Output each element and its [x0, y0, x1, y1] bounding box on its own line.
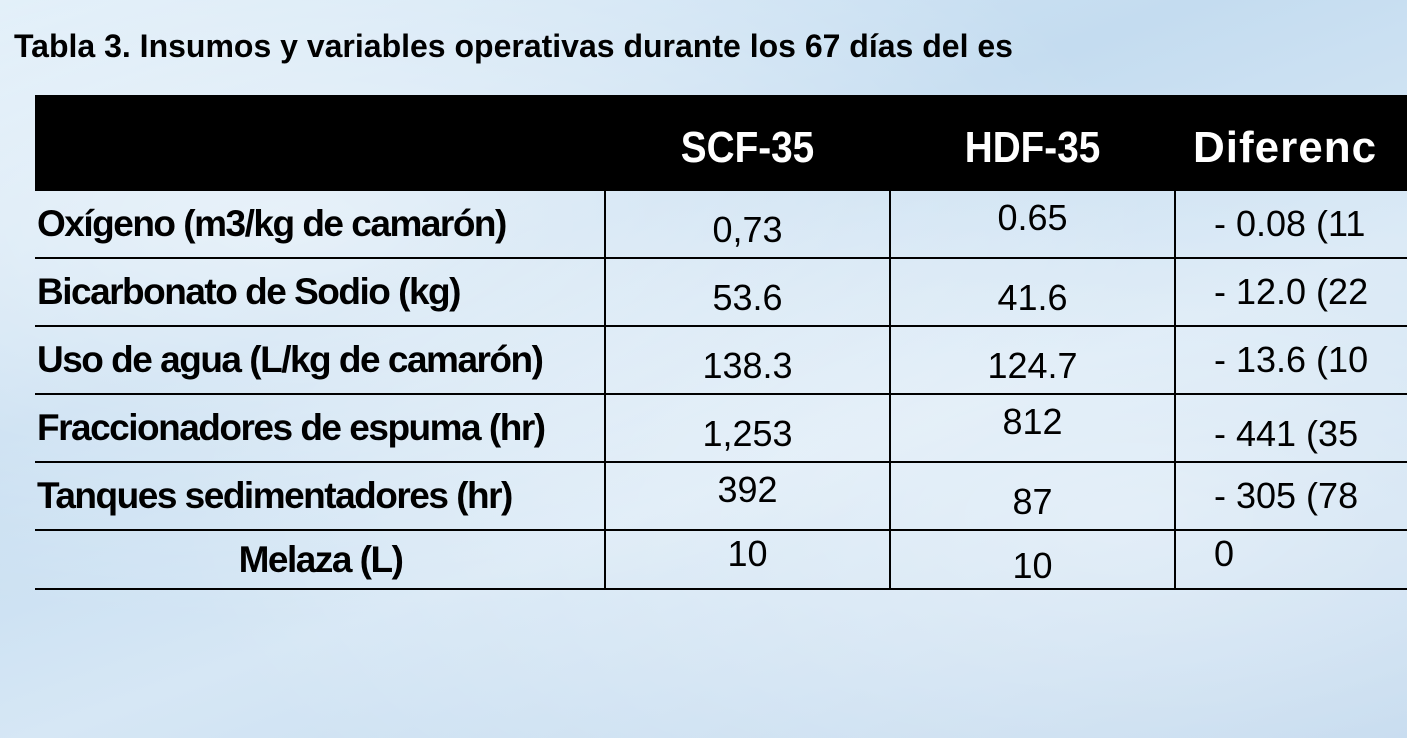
cell-diff: - 0.08 (11	[1175, 189, 1407, 259]
row-label: Tanques sedimentadores (hr)	[35, 462, 606, 531]
cell-diff: - 441 (35	[1175, 394, 1407, 463]
row-label: Oxígeno (m3/kg de camarón)	[35, 189, 606, 259]
cell-scf: 392	[605, 462, 891, 531]
cell-diff: - 12.0 (22	[1175, 258, 1407, 327]
header-diferencia: Diferenc	[1193, 123, 1378, 172]
cell-hdf: 812	[890, 394, 1176, 463]
cell-scf: 53.6	[605, 258, 891, 327]
table-row: Melaza (L) 10 10 0	[35, 530, 1407, 590]
table-row: Bicarbonato de Sodio (kg) 53.6 41.6 - 12…	[35, 258, 1407, 327]
header-scf-35: SCF-35	[680, 123, 815, 172]
row-label: Bicarbonato de Sodio (kg)	[35, 258, 606, 327]
row-label: Uso de agua (L/kg de camarón)	[35, 326, 606, 395]
table-row: Fraccionadores de espuma (hr) 1,253 812 …	[35, 394, 1407, 463]
cell-scf: 0,73	[605, 189, 891, 259]
cell-hdf: 10	[890, 530, 1176, 590]
cell-diff: - 13.6 (10	[1175, 326, 1407, 395]
cell-scf: 138.3	[605, 326, 891, 395]
row-label: Fraccionadores de espuma (hr)	[35, 394, 606, 463]
table-title: Tabla 3. Insumos y variables operativas …	[14, 28, 1013, 64]
cell-hdf: 41.6	[890, 258, 1176, 327]
header-hdf-35: HDF-35	[964, 123, 1101, 172]
cell-hdf: 124.7	[890, 326, 1176, 395]
cell-diff: 0	[1175, 530, 1407, 590]
data-table-container: SCF-35 HDF-35 Diferenc Oxígeno (m3/kg de…	[35, 95, 1407, 719]
operating-variables-table: SCF-35 HDF-35 Diferenc Oxígeno (m3/kg de…	[35, 95, 1407, 590]
header-blank	[69, 95, 571, 190]
cell-scf: 1,253	[605, 394, 891, 463]
table-row: Tanques sedimentadores (hr) 392 87 - 305…	[35, 462, 1407, 531]
table-row: Uso de agua (L/kg de camarón) 138.3 124.…	[35, 326, 1407, 395]
cell-diff: - 305 (78	[1175, 462, 1407, 531]
table-row: Oxígeno (m3/kg de camarón) 0,73 0.65 - 0…	[35, 189, 1407, 259]
cell-hdf: 87	[890, 462, 1176, 531]
cell-hdf: 0.65	[890, 189, 1176, 259]
table-header-row: SCF-35 HDF-35 Diferenc	[35, 95, 1407, 190]
cell-scf: 10	[605, 530, 891, 590]
row-label: Melaza (L)	[35, 530, 606, 590]
